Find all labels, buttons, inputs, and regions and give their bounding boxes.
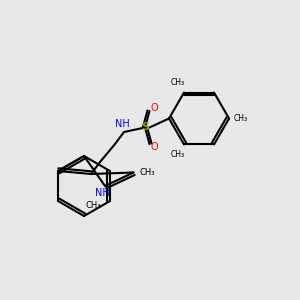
- Text: CH₃: CH₃: [234, 114, 248, 123]
- Text: NH: NH: [94, 188, 110, 199]
- Text: CH₃: CH₃: [140, 168, 155, 177]
- Text: CH₃: CH₃: [85, 201, 101, 210]
- Text: CH₃: CH₃: [171, 150, 185, 159]
- Text: O: O: [150, 103, 158, 113]
- Text: NH: NH: [115, 119, 130, 129]
- Text: O: O: [150, 142, 158, 152]
- Text: CH₃: CH₃: [171, 78, 185, 87]
- Text: S: S: [141, 122, 149, 133]
